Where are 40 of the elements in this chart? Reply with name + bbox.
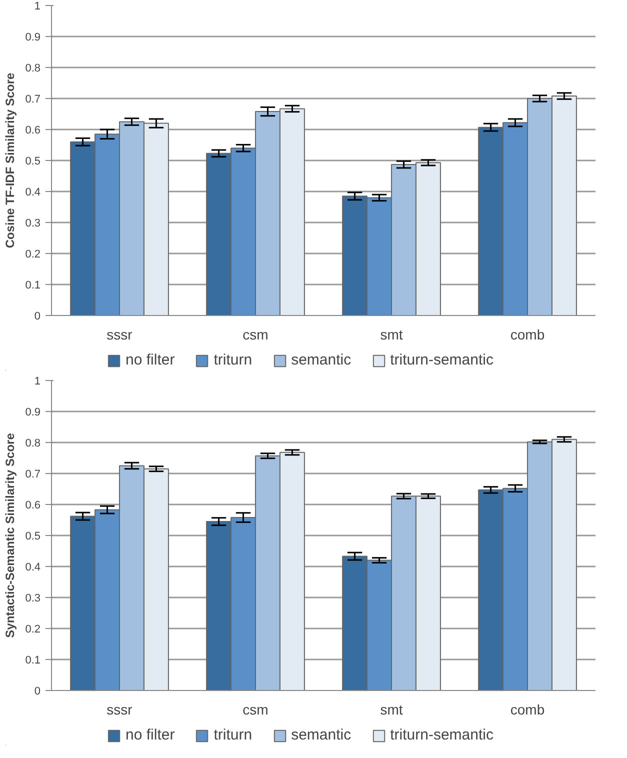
y-axis-title: Cosine TF-IDF Similarity Score — [3, 72, 18, 248]
y-tick-label: 0 — [34, 310, 41, 322]
x-tick-label: smt — [380, 326, 403, 342]
y-tick-label: 0.5 — [25, 156, 41, 168]
legend-label: no filter — [126, 726, 175, 744]
x-tick-label: comb — [510, 326, 545, 342]
y-tick-label: 0.5 — [25, 530, 41, 542]
legend-label: triturn — [214, 352, 252, 368]
y-tick-label: 0.2 — [25, 248, 41, 260]
legend-label: semantic — [291, 352, 352, 368]
y-tick-label: 0.3 — [25, 592, 41, 604]
legend-label: triturn-semantic — [390, 352, 494, 368]
x-tick-label: smt — [380, 702, 403, 718]
y-tick-label: 0.7 — [25, 94, 41, 106]
y-tick-label: 0.7 — [25, 468, 41, 480]
y-tick-label: 0.1 — [25, 654, 41, 666]
y-tick-label: 0.1 — [25, 280, 41, 292]
y-tick-label: 0.8 — [25, 438, 41, 450]
x-tick-label: comb — [510, 702, 545, 718]
y-tick-label: 0.6 — [25, 500, 41, 512]
legend-label: triturn — [214, 726, 252, 744]
y-tick-label: 0.2 — [25, 624, 41, 636]
x-tick-label: sssr — [106, 326, 133, 342]
x-tick-label: csm — [242, 326, 268, 342]
y-tick-label: 0.9 — [25, 32, 41, 44]
x-tick-label: sssr — [106, 702, 133, 718]
legend-label: triturn-semantic — [390, 726, 494, 744]
x-tick-label: csm — [242, 702, 268, 718]
y-tick-label: 0.9 — [25, 406, 41, 418]
y-tick-label: 0.6 — [25, 124, 41, 136]
y-tick-label: 0 — [34, 686, 41, 698]
y-axis-title: Syntactic-Semantic Similarity Score — [3, 432, 18, 638]
y-tick-label: 0.3 — [25, 218, 41, 230]
legend-label: semantic — [291, 726, 352, 744]
y-tick-label: 0.8 — [25, 62, 41, 74]
y-tick-label: 1 — [34, 0, 41, 12]
legend-label: no filter — [126, 352, 175, 368]
y-tick-label: 0.4 — [25, 562, 41, 574]
y-tick-label: 0.4 — [25, 186, 41, 198]
y-tick-label: 1 — [34, 376, 41, 388]
